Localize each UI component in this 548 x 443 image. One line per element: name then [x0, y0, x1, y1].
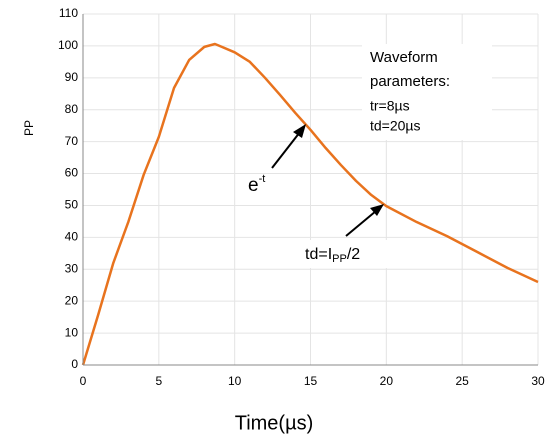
- x-tick-label: 10: [228, 374, 242, 388]
- y-tick-label: 50: [65, 198, 79, 212]
- x-label: Time(µs): [235, 412, 314, 434]
- y-tick-label: 0: [71, 357, 78, 371]
- annotation-box: [298, 240, 392, 268]
- y-tick-label: 40: [65, 230, 79, 244]
- annotation: e-t: [248, 173, 265, 196]
- annotation: td=20µs: [370, 118, 421, 134]
- y-label: PP: [22, 120, 36, 136]
- y-tick-label: 110: [59, 6, 78, 20]
- annotation: parameters:: [370, 73, 450, 90]
- annotation-part: -t: [259, 173, 266, 185]
- annotation-part: td=I: [305, 246, 332, 263]
- plot: [81, 42, 539, 366]
- y-tick-label: 30: [65, 261, 79, 275]
- y-tick-label: 80: [65, 102, 79, 116]
- grid: [82, 13, 539, 366]
- annotation: Waveform: [370, 49, 438, 66]
- annotation-part: e: [248, 175, 259, 196]
- y-tick-label: 100: [58, 38, 78, 52]
- x-tick-label: 5: [155, 374, 162, 388]
- line: [81, 42, 539, 366]
- x-tick-label: 30: [531, 374, 545, 388]
- arrowhead: [293, 124, 306, 138]
- x-tick-label: 25: [455, 374, 469, 388]
- y-tick-label: 90: [65, 70, 79, 84]
- annotation-part: /2: [347, 246, 360, 263]
- x-tick-label: 0: [80, 374, 87, 388]
- arrow: [271, 131, 301, 169]
- annotation-box: [362, 44, 492, 140]
- y-tick-label: 70: [65, 134, 79, 148]
- annotation: td=IPP/2: [305, 246, 360, 265]
- x-tick-label: 20: [380, 374, 394, 388]
- x-tick-label: 15: [304, 374, 318, 388]
- y-tick-label: 10: [65, 325, 79, 339]
- y-tick-label: 20: [65, 293, 79, 307]
- annotation: tr=8µs: [370, 98, 410, 114]
- y-tick-label: 60: [65, 166, 79, 180]
- arrow: [345, 210, 377, 237]
- arrowhead: [370, 204, 384, 216]
- annotation-part: PP: [332, 253, 347, 265]
